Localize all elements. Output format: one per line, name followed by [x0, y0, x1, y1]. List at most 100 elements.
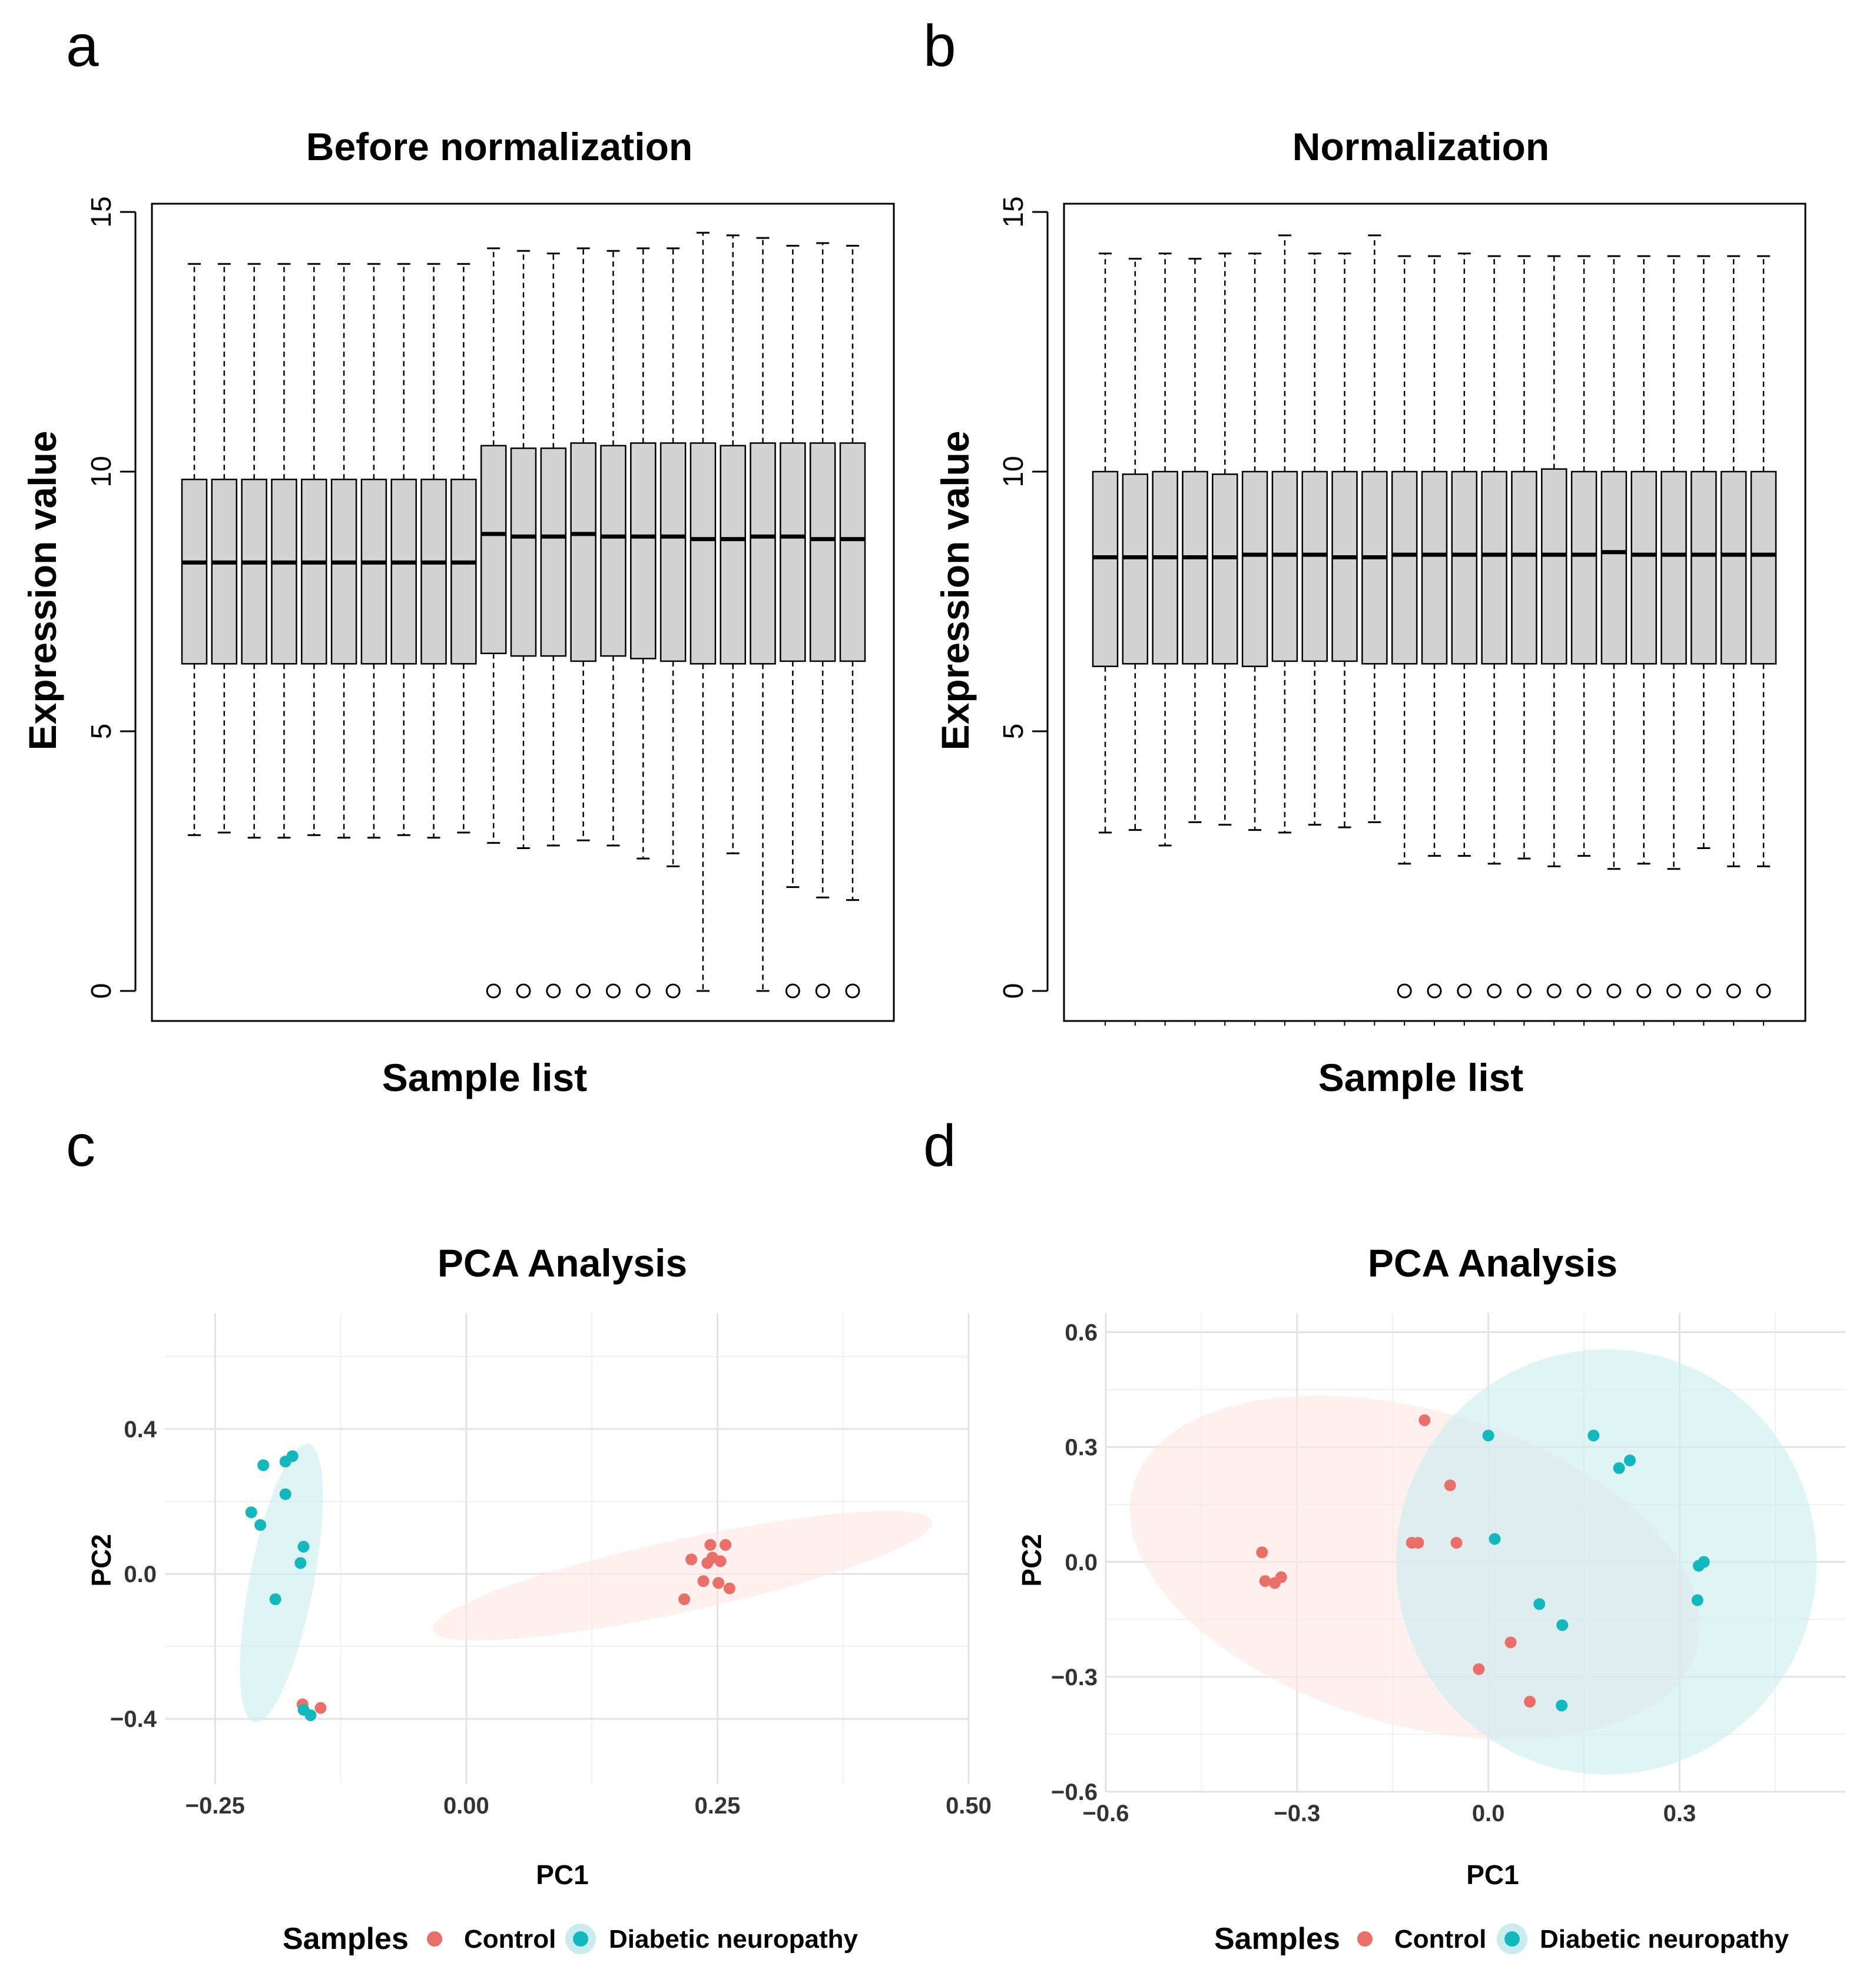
outlier-point	[1576, 983, 1592, 999]
box-iqr	[1451, 470, 1478, 665]
box-iqr	[1720, 470, 1747, 665]
box-sample-10	[1361, 234, 1388, 1026]
box-iqr	[1570, 470, 1597, 665]
x-axis-label: Sample list	[382, 1056, 587, 1099]
panel-label-c: c	[66, 1113, 95, 1179]
box-iqr	[659, 442, 687, 662]
box-iqr	[630, 442, 657, 659]
data-point-control	[1450, 1537, 1463, 1549]
box-iqr	[1511, 470, 1537, 665]
legend-key-dn	[573, 1931, 588, 1947]
box-sample-22	[1720, 255, 1747, 1026]
legend-key-dn	[1504, 1931, 1520, 1947]
box-iqr	[301, 478, 327, 665]
box-sample-9	[1331, 253, 1358, 1026]
box-sample-11	[480, 247, 507, 999]
confidence-ellipse-dn	[1396, 1349, 1817, 1775]
box-iqr	[1481, 470, 1507, 665]
data-point-dn	[254, 1519, 267, 1531]
box-iqr	[450, 478, 477, 665]
outlier-point	[576, 983, 591, 999]
data-point-control	[720, 1539, 732, 1551]
data-point-control	[1275, 1571, 1287, 1583]
box-sample-17	[659, 247, 687, 999]
box-iqr	[1152, 470, 1178, 665]
box-sample-2	[211, 263, 238, 834]
plot-marks: −0.6 −0.3 0.0 0.3 −0.6 −0.3 0.0 0.3 0.6	[1051, 1313, 1845, 1826]
legend-key-control	[1357, 1931, 1373, 1947]
data-point-control	[697, 1575, 710, 1587]
box-iqr	[1361, 470, 1388, 665]
data-point-control	[678, 1593, 691, 1606]
box-sample-5	[301, 263, 327, 836]
panel-label-b: b	[923, 13, 956, 79]
box-iqr	[1301, 470, 1328, 662]
box-sample-6	[1241, 253, 1268, 1026]
box-sample-1	[1092, 253, 1119, 1026]
box-sample-19	[720, 234, 746, 854]
box-sample-6	[330, 263, 357, 839]
y-tick-label: 0.0	[124, 1561, 157, 1587]
outlier-point	[1427, 983, 1442, 999]
data-point-dn	[1624, 1454, 1636, 1467]
pca-plot-before: PCA Analysis PC1 PC2 −0.25 0.00 0.25 0.50−0…	[86, 1241, 992, 1956]
box-iqr	[1750, 470, 1777, 665]
box-sample-16	[630, 247, 657, 999]
outlier-point	[605, 983, 621, 999]
box-iqr	[480, 445, 507, 654]
outlier-point	[1546, 983, 1562, 999]
data-point-dn	[297, 1540, 310, 1553]
box-sample-7	[1271, 234, 1298, 1026]
box-iqr	[1630, 470, 1657, 665]
box-sample-4	[1182, 257, 1208, 1026]
y-tick-label: 0.3	[1065, 1435, 1098, 1461]
box-sample-4	[271, 263, 297, 839]
box-sample-13	[540, 253, 567, 999]
x-tick-label: 0.50	[946, 1793, 992, 1819]
outlier-point	[665, 983, 681, 999]
x-tick-label: 0.0	[1472, 1801, 1505, 1826]
outlier-point	[1457, 983, 1472, 999]
box-sample-8	[390, 263, 417, 836]
y-axis-label: PC2	[1016, 1534, 1047, 1586]
confidence-ellipse-control	[432, 1511, 933, 1640]
data-point-dn	[1556, 1619, 1569, 1632]
box-iqr	[839, 442, 866, 662]
plot-marks: 0 5 10 15	[86, 196, 895, 1022]
data-point-dn	[257, 1459, 270, 1471]
x-axis-label: Sample list	[1318, 1056, 1523, 1099]
box-iqr	[1691, 470, 1717, 665]
box-iqr	[1122, 473, 1149, 665]
x-tick-label: 0.00	[443, 1793, 489, 1819]
data-point-control	[314, 1702, 327, 1714]
outlier-point	[516, 983, 531, 999]
outlier-point	[845, 983, 860, 999]
box-iqr	[1092, 470, 1119, 667]
y-tick-label: 5	[998, 724, 1029, 740]
data-point-dn	[1692, 1560, 1705, 1572]
box-sample-3	[1152, 253, 1178, 1026]
outlier-point	[1636, 983, 1652, 999]
box-sample-20	[1660, 255, 1687, 1026]
box-iqr	[1391, 470, 1418, 665]
outlier-point	[1487, 983, 1502, 999]
boxplot-before-normalization: Before normalization Sample list Express…	[21, 125, 895, 1099]
box-iqr	[181, 478, 208, 665]
x-axis-label: PC1	[536, 1859, 588, 1890]
y-tick-label: 5	[86, 724, 117, 740]
box-iqr	[1241, 470, 1268, 667]
y-tick-label: 10	[86, 456, 117, 487]
box-iqr	[809, 442, 836, 662]
legend-label-dn: Diabetic neuropathy	[1540, 1925, 1789, 1954]
y-axis-label: Expression value	[21, 431, 64, 751]
x-axis-label: PC1	[1466, 1859, 1519, 1890]
data-point-control	[714, 1555, 727, 1567]
outlier-point	[635, 983, 651, 999]
y-tick-label: −0.6	[1051, 1779, 1098, 1805]
box-sample-9	[420, 263, 447, 839]
legend-title: Samples	[283, 1922, 409, 1956]
box-iqr	[1212, 473, 1238, 665]
box-sample-5	[1212, 253, 1238, 1026]
box-iqr	[241, 478, 267, 665]
y-tick-label: 15	[998, 196, 1029, 227]
